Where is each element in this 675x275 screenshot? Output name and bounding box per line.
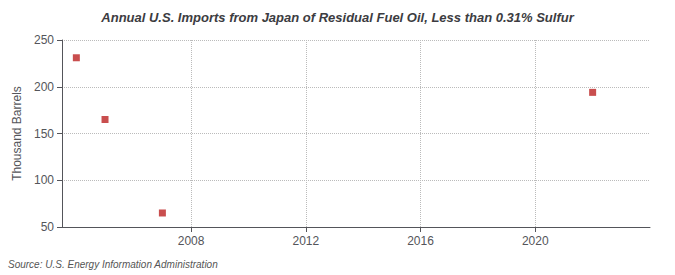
svg-text:200: 200 <box>34 80 54 94</box>
svg-text:Thousand Barrels: Thousand Barrels <box>10 86 24 181</box>
svg-text:2020: 2020 <box>522 234 549 248</box>
svg-text:2012: 2012 <box>292 234 319 248</box>
svg-text:Source: U.S. Energy Informatio: Source: U.S. Energy Information Administ… <box>8 259 218 270</box>
svg-text:Annual U.S. Imports from Japan: Annual U.S. Imports from Japan of Residu… <box>100 10 574 25</box>
svg-text:2016: 2016 <box>407 234 434 248</box>
svg-text:2008: 2008 <box>178 234 205 248</box>
svg-text:50: 50 <box>41 220 55 234</box>
svg-text:150: 150 <box>34 127 54 141</box>
svg-text:250: 250 <box>34 33 54 47</box>
svg-text:100: 100 <box>34 173 54 187</box>
